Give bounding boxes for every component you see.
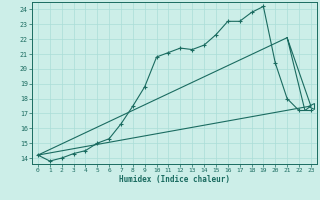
- X-axis label: Humidex (Indice chaleur): Humidex (Indice chaleur): [119, 175, 230, 184]
